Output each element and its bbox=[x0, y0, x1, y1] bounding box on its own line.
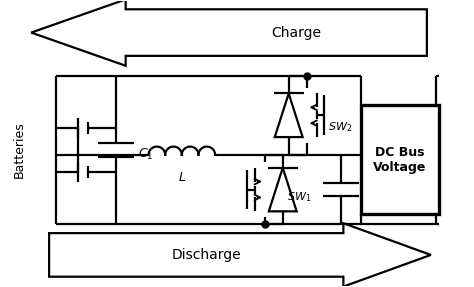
Text: $C_2$: $C_2$ bbox=[363, 187, 379, 202]
Text: Charge: Charge bbox=[271, 26, 321, 40]
Text: $SW_2$: $SW_2$ bbox=[328, 120, 353, 134]
Text: $L$: $L$ bbox=[178, 171, 186, 184]
Polygon shape bbox=[31, 0, 427, 66]
Polygon shape bbox=[269, 168, 297, 211]
Polygon shape bbox=[49, 223, 431, 287]
Polygon shape bbox=[275, 94, 302, 137]
Text: $SW_1$: $SW_1$ bbox=[287, 191, 311, 204]
Bar bbox=[361, 105, 439, 214]
Text: $C_1$: $C_1$ bbox=[137, 147, 153, 162]
Text: Batteries: Batteries bbox=[13, 122, 26, 178]
Text: Discharge: Discharge bbox=[172, 248, 241, 262]
Text: DC Bus
Voltage: DC Bus Voltage bbox=[374, 146, 427, 174]
